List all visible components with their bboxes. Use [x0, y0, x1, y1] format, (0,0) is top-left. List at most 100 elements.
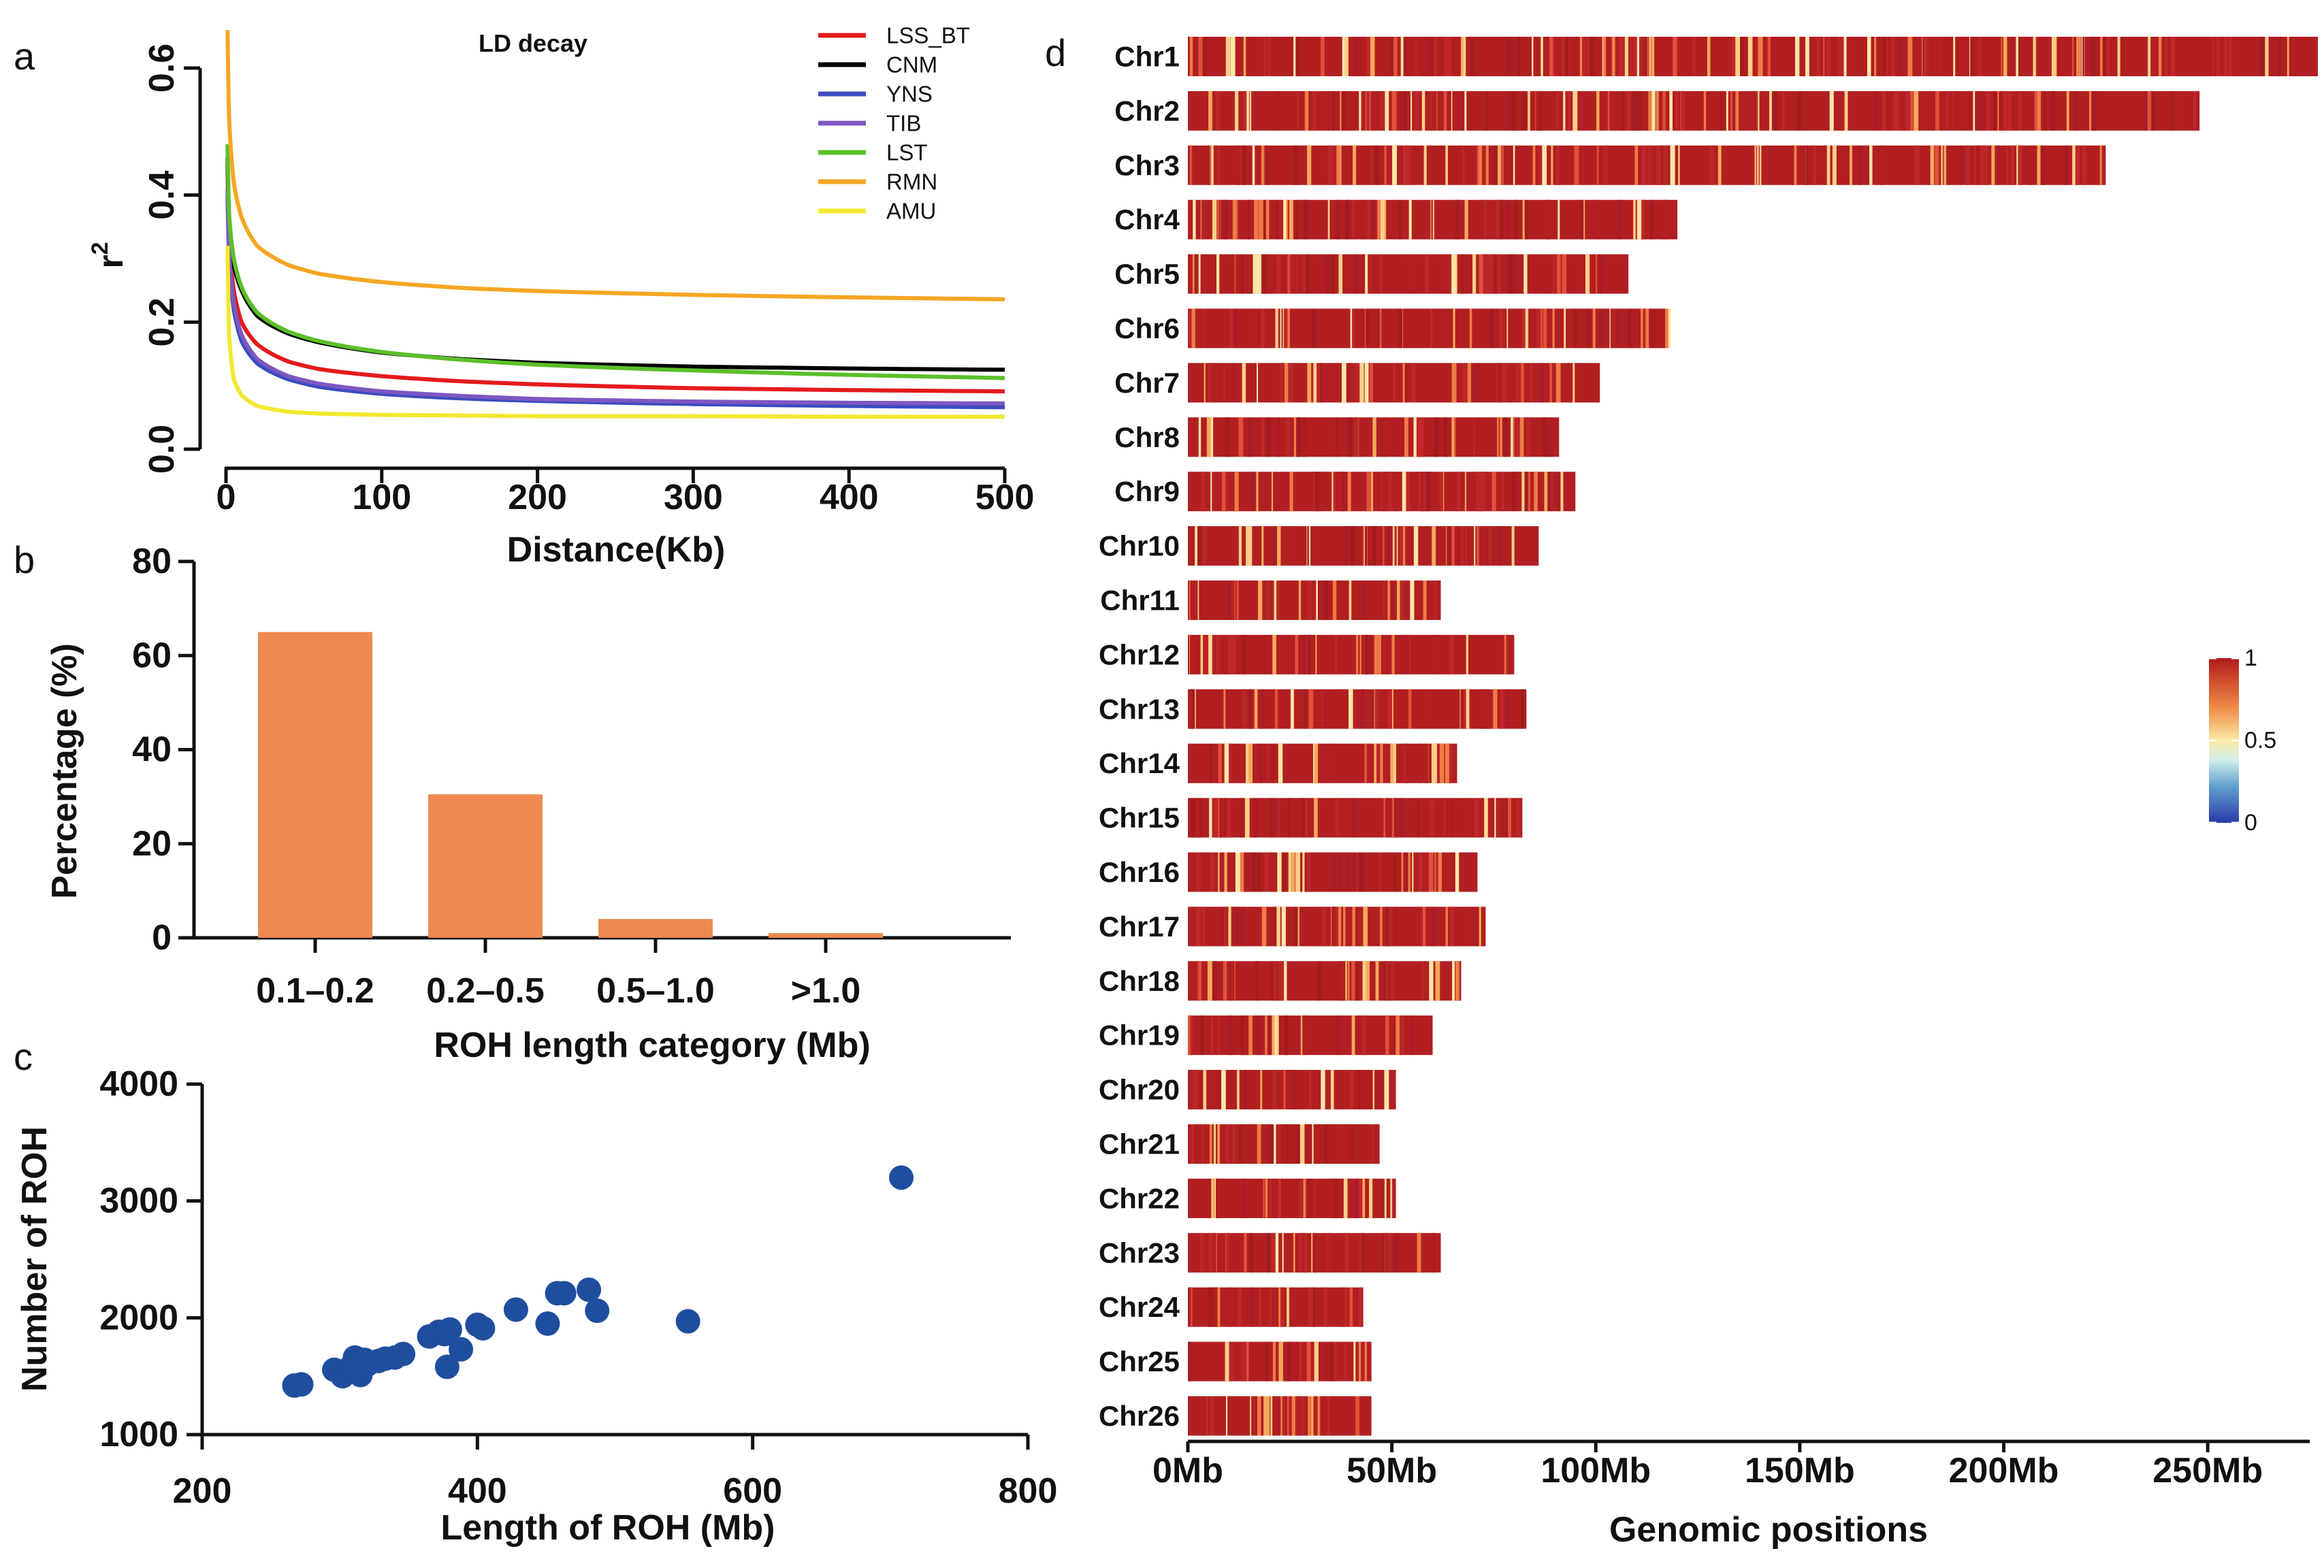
heat-stripe — [1506, 634, 1508, 674]
chromosome-track-chr15: Chr15 — [1099, 798, 1523, 838]
heat-stripe — [1463, 37, 1466, 76]
heat-stripe — [1400, 1015, 1404, 1056]
heat-stripe — [1907, 37, 1913, 76]
heat-stripe — [1412, 852, 1414, 892]
heat-stripe — [1757, 37, 1760, 76]
heat-stripe — [1370, 37, 1375, 76]
heat-stripe — [1641, 145, 1646, 185]
heat-stripe — [1189, 634, 1194, 674]
heat-stripe — [1259, 1015, 1262, 1056]
heat-stripe — [1366, 308, 1370, 348]
roh-bar — [769, 933, 883, 938]
heat-stripe — [1542, 145, 1547, 185]
heat-stripe — [1321, 1070, 1325, 1110]
heat-stripe — [1295, 91, 1300, 131]
heat-stripe — [1516, 798, 1520, 838]
heat-stripe — [1231, 634, 1236, 674]
heat-stripe — [1811, 145, 1816, 185]
heat-stripe — [1251, 472, 1255, 512]
heat-stripe — [1359, 1015, 1361, 1056]
heat-stripe — [2051, 37, 2056, 76]
heat-stripe — [1236, 199, 1238, 240]
heat-stripe — [1366, 961, 1370, 1001]
heat-stripe — [1292, 1070, 1297, 1110]
heat-stripe — [1284, 363, 1289, 403]
heat-stripe — [1312, 91, 1317, 131]
heat-stripe — [1499, 308, 1504, 348]
heat-stripe — [1735, 37, 1740, 76]
chromosome-bar — [1188, 689, 1527, 729]
heat-stripe — [1650, 199, 1653, 240]
heat-stripe — [1359, 852, 1363, 892]
chromosome-track-chr3: Chr3 — [1114, 145, 2106, 185]
heat-stripe — [1459, 37, 1462, 76]
heat-stripe — [1707, 37, 1711, 76]
heat-stripe — [1262, 254, 1266, 294]
chromosome-bar — [1188, 634, 1515, 674]
heat-stripe — [1205, 308, 1209, 348]
heat-stripe — [1489, 254, 1494, 294]
heat-stripe — [1227, 743, 1231, 783]
heat-stripe — [1321, 689, 1323, 729]
heat-stripe — [1244, 1015, 1247, 1056]
heat-stripe — [1244, 798, 1250, 838]
heat-stripe — [1824, 145, 1827, 185]
heat-stripe — [1935, 91, 1939, 131]
heat-stripe — [1214, 363, 1219, 403]
heat-stripe — [1235, 852, 1240, 892]
heat-stripe — [2018, 145, 2022, 185]
chromosome-label: Chr6 — [1114, 312, 1180, 344]
heat-stripe — [1633, 91, 1638, 131]
heat-stripe — [1572, 91, 1578, 131]
heat-stripe — [1805, 37, 1809, 76]
heat-stripe — [1374, 145, 1379, 185]
heat-stripe — [1257, 1124, 1261, 1164]
ld-series-line-rmn — [225, 29, 1005, 301]
heat-stripe — [1316, 581, 1318, 620]
heat-stripe — [1287, 1396, 1289, 1436]
heat-stripe — [1446, 254, 1451, 294]
heat-stripe — [1224, 743, 1229, 783]
heat-stripe — [1385, 961, 1388, 1001]
roh-genome-heatmap: Chr1 Chr2 Chr3 Chr4 Chr5 Chr6 Chr7 Chr8 Chr9 Chr1… — [1099, 37, 2318, 1550]
heat-stripe — [1242, 1341, 1247, 1382]
heat-stripe — [1519, 417, 1524, 457]
heat-stripe — [1412, 37, 1415, 76]
heat-stripe — [1259, 308, 1261, 348]
chromosome-track-chr2: Chr2 — [1114, 91, 2200, 131]
heat-stripe — [1308, 1124, 1312, 1164]
heat-stripe — [1242, 145, 1246, 185]
heatmap-colorbar: 00.51 — [2209, 645, 2276, 836]
heat-stripe — [1199, 798, 1202, 838]
heat-stripe — [1287, 1124, 1289, 1164]
heat-stripe — [1334, 1341, 1337, 1382]
heat-stripe — [1543, 308, 1547, 348]
heat-stripe — [2001, 37, 2003, 76]
heat-stripe — [2094, 145, 2096, 185]
heat-stripe — [1545, 199, 1550, 240]
heat-stripe — [1190, 852, 1195, 892]
chromosome-track-chr1: Chr1 — [1114, 37, 2318, 76]
chromosome-track-chr19: Chr19 — [1099, 1015, 1433, 1056]
heat-stripe — [1447, 37, 1452, 76]
heat-stripe — [1651, 308, 1654, 348]
heat-stripe — [1404, 417, 1408, 457]
heat-stripe — [1338, 852, 1341, 892]
heat-stripe — [1324, 581, 1329, 620]
heat-stripe — [1308, 1178, 1312, 1218]
heat-stripe — [1327, 1232, 1329, 1273]
heat-stripe — [1229, 308, 1233, 348]
heat-stripe — [1525, 199, 1528, 240]
heat-stripe — [1385, 906, 1388, 947]
heat-stripe — [1349, 581, 1352, 620]
heat-stripe — [1624, 37, 1629, 76]
heat-stripe — [2037, 145, 2041, 185]
heat-stripe — [1192, 689, 1195, 729]
heat-stripe — [1532, 37, 1534, 76]
heat-stripe — [1469, 308, 1472, 348]
heat-stripe — [1342, 37, 1345, 76]
heat-stripe — [1370, 254, 1372, 294]
heat-stripe — [1484, 199, 1487, 240]
heat-stripe — [1626, 91, 1631, 131]
